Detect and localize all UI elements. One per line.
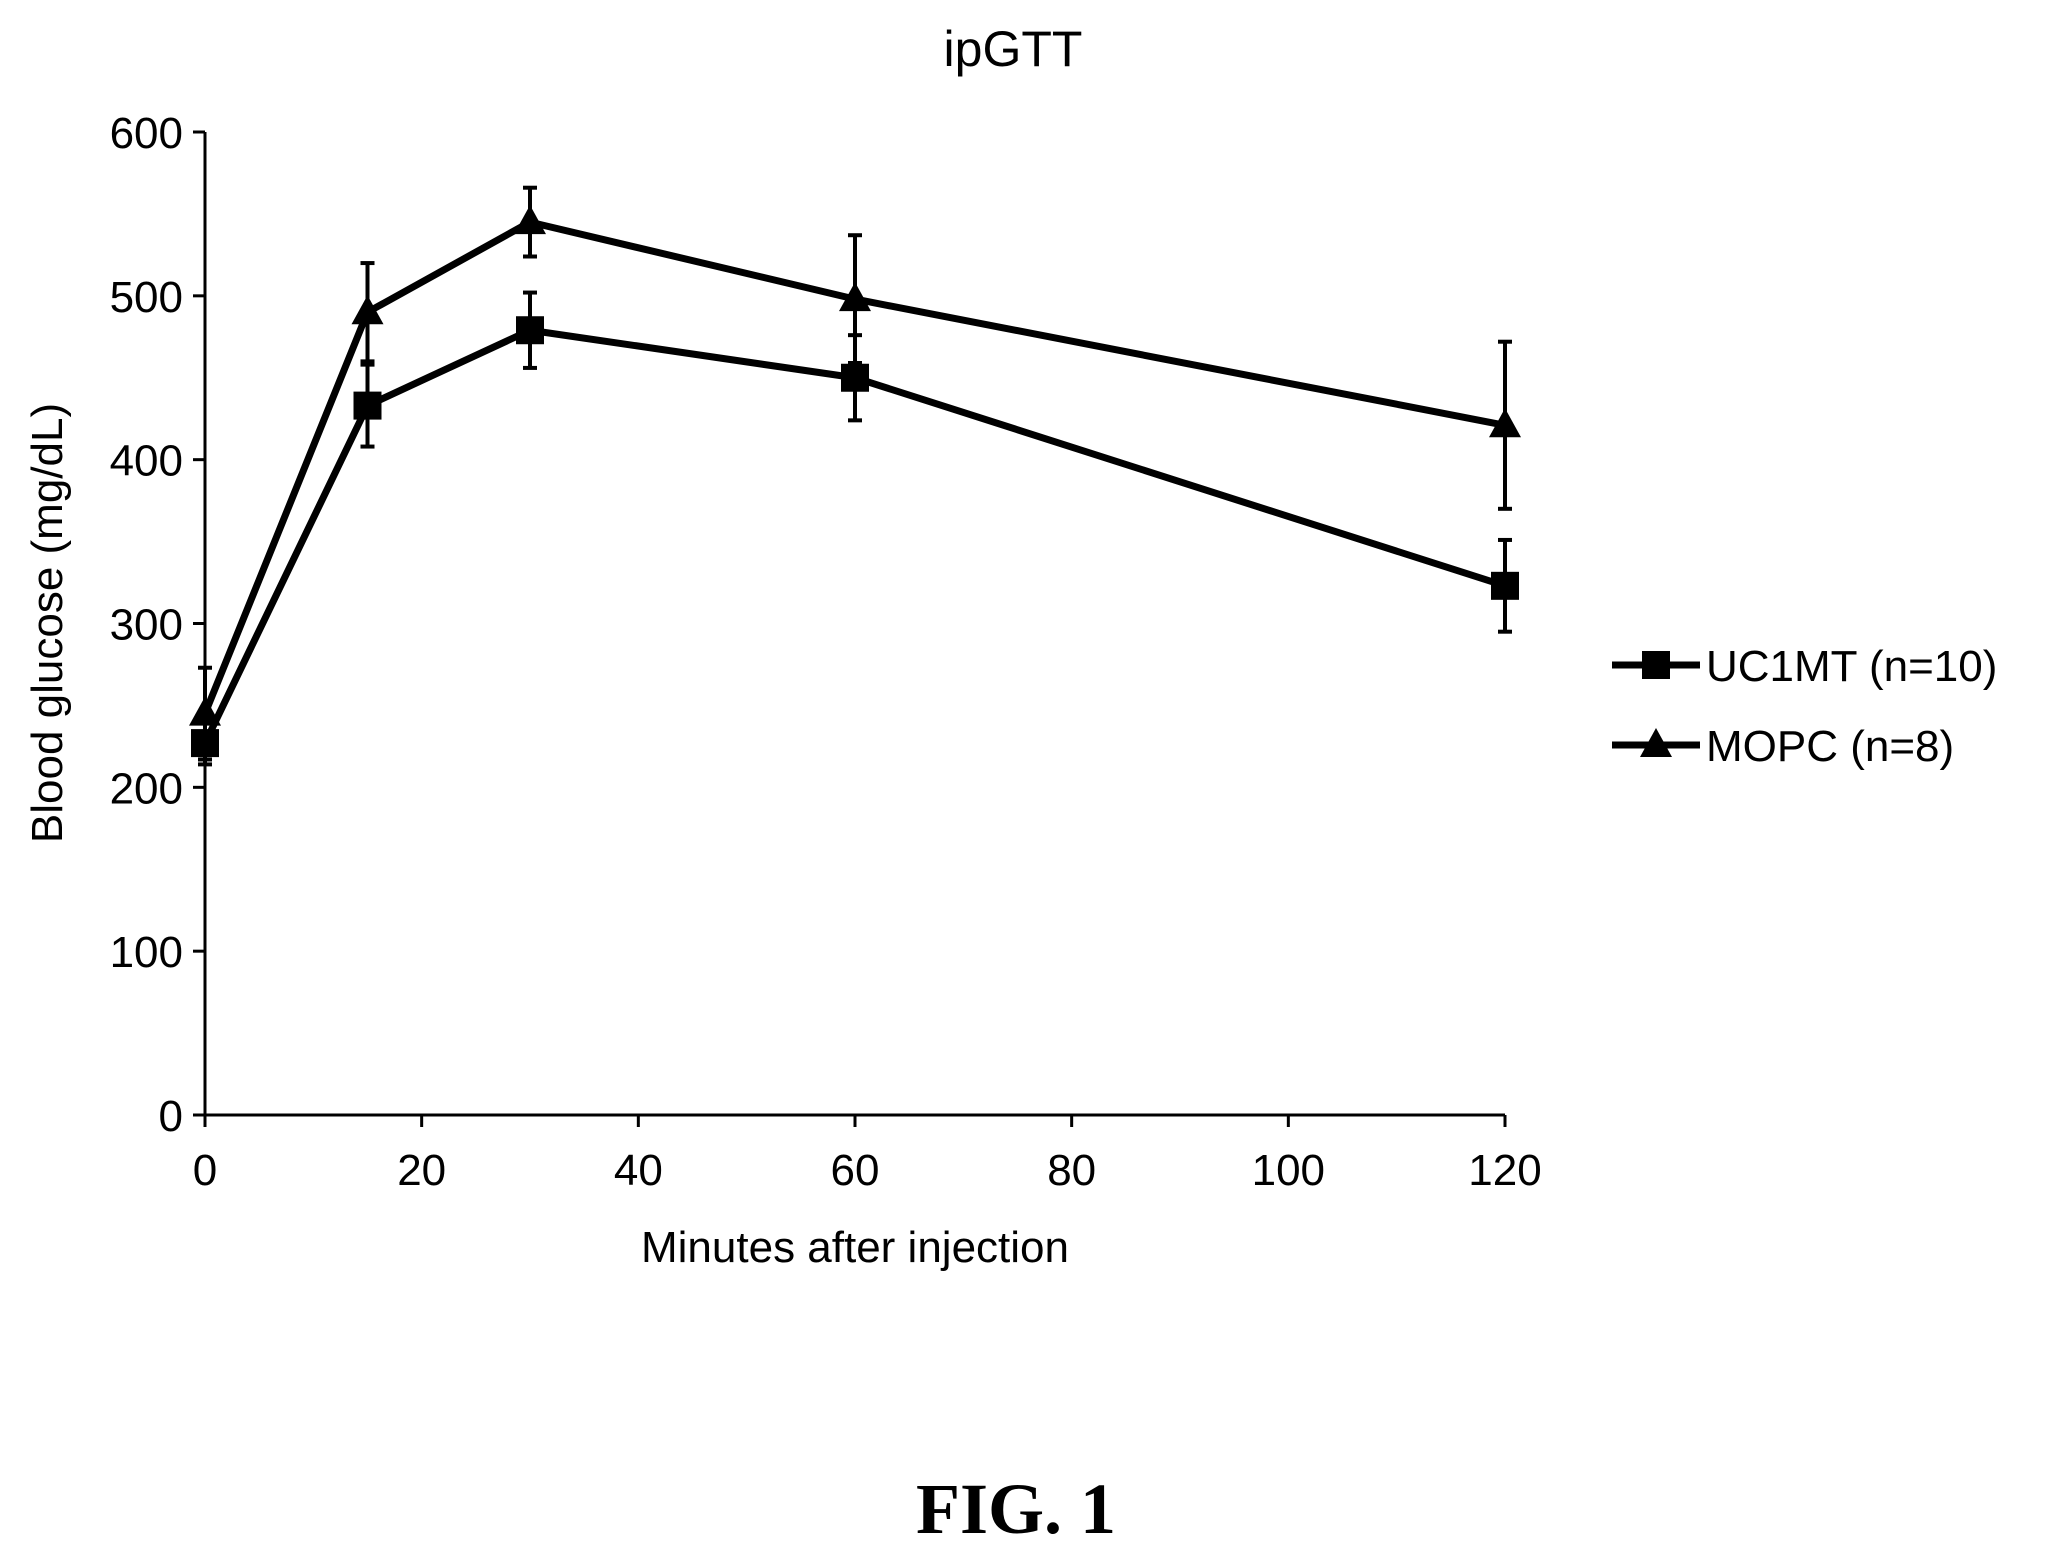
y-tick-label: 500	[110, 273, 183, 322]
x-tick-label: 40	[614, 1146, 663, 1195]
series-layer	[189, 185, 1521, 767]
x-tick-label: 20	[397, 1146, 446, 1195]
y-tick-label: 100	[110, 928, 183, 977]
legend-marker-triangle	[1640, 728, 1672, 757]
data-point-triangle	[514, 205, 546, 235]
data-point-square	[516, 316, 544, 345]
data-point-triangle	[839, 282, 871, 312]
data-point-triangle	[351, 295, 384, 325]
x-tick-label: 0	[193, 1146, 217, 1195]
y-tick-label: 200	[110, 764, 183, 813]
data-point-triangle	[189, 696, 221, 726]
legend-item: UC1MT (n=10)	[1612, 642, 1997, 691]
data-point-square	[353, 391, 382, 420]
y-axis-label: Blood glucose (mg/dL)	[23, 403, 72, 843]
x-axis-ticks: 0 20 40 60 80 100 120	[193, 1115, 1542, 1195]
y-tick-label: 0	[159, 1092, 183, 1141]
figure-label: FIG. 1	[916, 1469, 1116, 1549]
series-uc1mt	[191, 290, 1519, 767]
data-point-triangle	[1489, 408, 1521, 438]
y-axis-ticks: 0 100 200 300 400 500 600	[110, 109, 205, 1141]
y-tick-label: 300	[110, 601, 183, 650]
series-mopc	[189, 185, 1521, 762]
chart-title: ipGTT	[944, 21, 1083, 77]
x-tick-label: 100	[1252, 1146, 1325, 1195]
legend: UC1MT (n=10) MOPC (n=8)	[1612, 642, 1997, 771]
data-point-square	[841, 363, 869, 392]
legend-label: MOPC (n=8)	[1706, 722, 1954, 771]
legend-label: UC1MT (n=10)	[1706, 642, 1997, 691]
x-tick-label: 120	[1468, 1146, 1541, 1195]
legend-marker-square	[1642, 651, 1670, 679]
x-axis-label: Minutes after injection	[641, 1223, 1069, 1272]
y-tick-label: 600	[110, 109, 183, 158]
data-point-square	[1491, 571, 1519, 600]
x-tick-label: 80	[1047, 1146, 1096, 1195]
y-tick-label: 400	[110, 437, 183, 486]
x-tick-label: 60	[831, 1146, 880, 1195]
legend-item: MOPC (n=8)	[1612, 722, 1954, 771]
